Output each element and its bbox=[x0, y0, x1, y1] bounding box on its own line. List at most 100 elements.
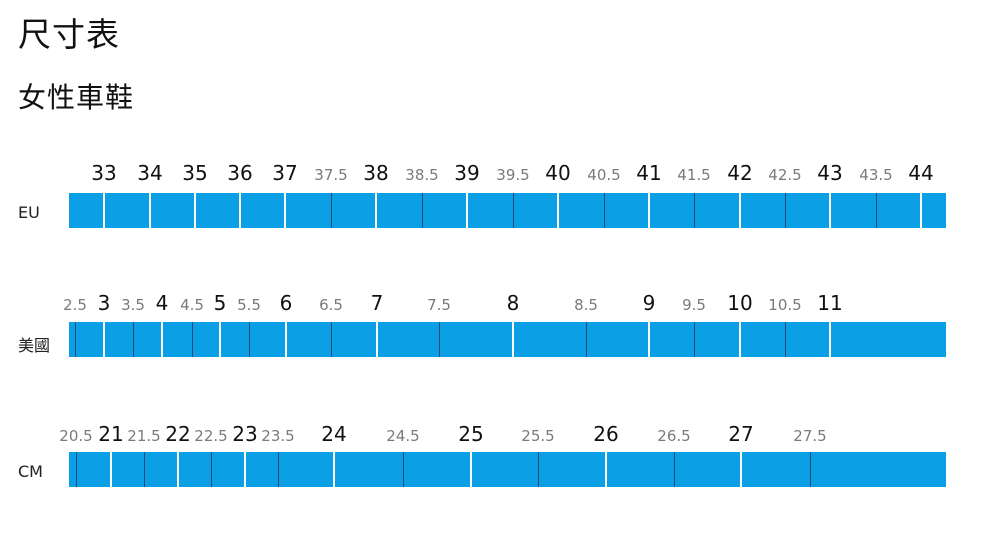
size-bar bbox=[69, 322, 946, 357]
size-label: 40 bbox=[545, 161, 571, 185]
page-title: 尺寸表 bbox=[18, 15, 120, 54]
minor-size-tick bbox=[75, 322, 76, 357]
major-size-tick bbox=[194, 193, 196, 228]
size-label: 26 bbox=[593, 422, 619, 446]
minor-size-tick bbox=[604, 193, 605, 228]
minor-size-tick bbox=[538, 452, 539, 487]
size-label: 21 bbox=[98, 422, 124, 446]
section-title: 女性車鞋 bbox=[18, 81, 135, 114]
minor-size-tick bbox=[76, 452, 77, 487]
row-label: EU bbox=[18, 203, 40, 222]
half-size-label: 37.5 bbox=[314, 166, 348, 184]
major-size-tick bbox=[177, 452, 179, 487]
minor-size-tick bbox=[513, 193, 514, 228]
major-size-tick bbox=[161, 322, 163, 357]
major-size-tick bbox=[557, 193, 559, 228]
minor-size-tick bbox=[192, 322, 193, 357]
major-size-tick bbox=[244, 452, 246, 487]
major-size-tick bbox=[920, 193, 922, 228]
size-label: 7 bbox=[370, 291, 384, 315]
major-size-tick bbox=[739, 193, 741, 228]
size-label: 4 bbox=[155, 291, 169, 315]
size-label: 8 bbox=[506, 291, 520, 315]
half-size-label: 39.5 bbox=[496, 166, 530, 184]
major-size-tick bbox=[103, 322, 105, 357]
half-size-label: 26.5 bbox=[657, 427, 691, 445]
half-size-label: 42.5 bbox=[768, 166, 802, 184]
size-label: 5 bbox=[213, 291, 227, 315]
major-size-tick bbox=[605, 452, 607, 487]
size-label: 25 bbox=[458, 422, 484, 446]
major-size-tick bbox=[219, 322, 221, 357]
minor-size-tick bbox=[586, 322, 587, 357]
minor-size-tick bbox=[422, 193, 423, 228]
major-size-tick bbox=[375, 193, 377, 228]
half-size-label: 22.5 bbox=[194, 427, 228, 445]
half-size-label: 38.5 bbox=[405, 166, 439, 184]
minor-size-tick bbox=[785, 322, 786, 357]
minor-size-tick bbox=[133, 322, 134, 357]
major-size-tick bbox=[333, 452, 335, 487]
minor-size-tick bbox=[694, 193, 695, 228]
size-label: 34 bbox=[137, 161, 163, 185]
minor-size-tick bbox=[694, 322, 695, 357]
row-label: 美國 bbox=[18, 336, 51, 355]
size-label: 22 bbox=[165, 422, 191, 446]
major-size-tick bbox=[648, 193, 650, 228]
half-size-label: 24.5 bbox=[386, 427, 420, 445]
size-label: 27 bbox=[728, 422, 754, 446]
size-label: 42 bbox=[727, 161, 753, 185]
size-label: 24 bbox=[321, 422, 347, 446]
size-label: 37 bbox=[272, 161, 298, 185]
half-size-label: 9.5 bbox=[682, 296, 706, 314]
size-label: 33 bbox=[91, 161, 117, 185]
half-size-label: 7.5 bbox=[427, 296, 451, 314]
half-size-label: 40.5 bbox=[587, 166, 621, 184]
major-size-tick bbox=[103, 193, 105, 228]
size-bar bbox=[69, 193, 946, 228]
minor-size-tick bbox=[439, 322, 440, 357]
major-size-tick bbox=[740, 452, 742, 487]
size-bar bbox=[69, 452, 946, 487]
minor-size-tick bbox=[211, 452, 212, 487]
major-size-tick bbox=[110, 452, 112, 487]
major-size-tick bbox=[648, 322, 650, 357]
minor-size-tick bbox=[785, 193, 786, 228]
size-label: 9 bbox=[642, 291, 656, 315]
size-label: 39 bbox=[454, 161, 480, 185]
major-size-tick bbox=[739, 322, 741, 357]
half-size-label: 27.5 bbox=[793, 427, 827, 445]
minor-size-tick bbox=[144, 452, 145, 487]
half-size-label: 10.5 bbox=[768, 296, 802, 314]
size-label: 3 bbox=[97, 291, 111, 315]
major-size-tick bbox=[470, 452, 472, 487]
minor-size-tick bbox=[331, 322, 332, 357]
half-size-label: 6.5 bbox=[319, 296, 343, 314]
size-label: 10 bbox=[727, 291, 753, 315]
size-label: 36 bbox=[227, 161, 253, 185]
half-size-label: 5.5 bbox=[237, 296, 261, 314]
major-size-tick bbox=[284, 193, 286, 228]
major-size-tick bbox=[376, 322, 378, 357]
size-label: 35 bbox=[182, 161, 208, 185]
minor-size-tick bbox=[674, 452, 675, 487]
major-size-tick bbox=[466, 193, 468, 228]
minor-size-tick bbox=[810, 452, 811, 487]
major-size-tick bbox=[239, 193, 241, 228]
size-label: 6 bbox=[279, 291, 293, 315]
major-size-tick bbox=[829, 193, 831, 228]
half-size-label: 23.5 bbox=[261, 427, 295, 445]
minor-size-tick bbox=[403, 452, 404, 487]
half-size-label: 8.5 bbox=[574, 296, 598, 314]
row-label: CM bbox=[18, 462, 43, 481]
minor-size-tick bbox=[278, 452, 279, 487]
size-label: 44 bbox=[908, 161, 934, 185]
half-size-label: 43.5 bbox=[859, 166, 893, 184]
half-size-label: 25.5 bbox=[521, 427, 555, 445]
major-size-tick bbox=[285, 322, 287, 357]
size-label: 11 bbox=[817, 291, 843, 315]
major-size-tick bbox=[149, 193, 151, 228]
minor-size-tick bbox=[331, 193, 332, 228]
size-label: 38 bbox=[363, 161, 389, 185]
minor-size-tick bbox=[876, 193, 877, 228]
